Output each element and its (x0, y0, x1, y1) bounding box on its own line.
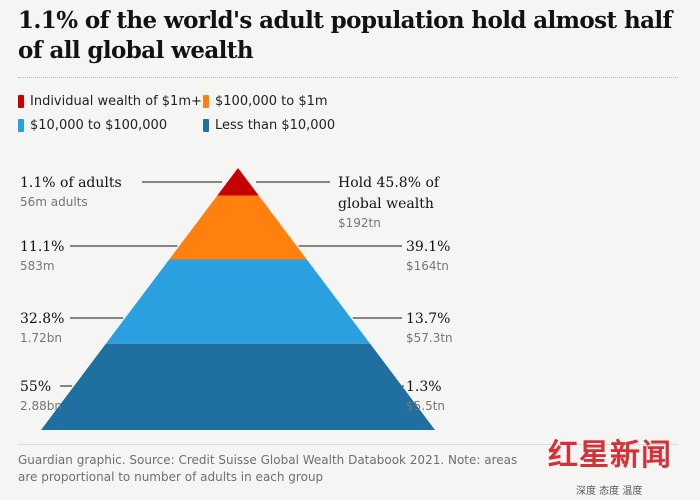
chart-title: 1.1% of the world's adult population hol… (18, 7, 672, 64)
wealth-value-label: $164tn (406, 259, 449, 273)
wealth-share-label: 13.7% (406, 311, 450, 327)
legend-swatch (203, 118, 209, 132)
wealth-value-label: $192tn (338, 216, 381, 230)
pyramid-band-100-000-to-1m (169, 195, 307, 260)
adults-share-label: 32.8% (20, 311, 64, 327)
legend-item-1m-plus: Individual wealth of $1m+ (18, 92, 202, 110)
legend-label: $100,000 to $1m (215, 93, 328, 109)
wealth-share-label: 39.1% (406, 239, 450, 255)
wealth-value-label: $5.5tn (406, 399, 445, 413)
adults-share-label: 1.1% of adults (20, 175, 122, 191)
adults-count-label: 56m adults (20, 195, 88, 209)
pyramid-band-individual-wealth-of-1m (217, 168, 259, 196)
wealth-share-label: 1.3% (406, 379, 442, 395)
watermark-logo: 红星新闻 (548, 438, 672, 473)
pyramid-band-less-than-10-000 (41, 343, 435, 430)
legend-label: Individual wealth of $1m+ (30, 93, 202, 109)
pyramid-band-10-000-to-100-000 (105, 259, 371, 344)
legend-item-10k-100k: $10,000 to $100,000 (18, 116, 167, 134)
watermark: 红星新闻 深度 态度 温度 (548, 430, 696, 497)
wealth-share-label: Hold 45.8% of (338, 175, 441, 191)
wealth-value-label: $57.3tn (406, 331, 453, 345)
adults-count-label: 1.72bn (20, 331, 62, 345)
legend-swatch (18, 118, 24, 132)
legend-label: $10,000 to $100,000 (30, 117, 168, 133)
source-divider (18, 444, 678, 445)
wealth-share-label-cont: global wealth (338, 196, 434, 212)
legend-label: Less than $10,000 (215, 117, 336, 133)
legend-swatch (18, 94, 24, 108)
legend-item-under-10k: Less than $10,000 (203, 116, 335, 134)
title-divider (18, 77, 678, 78)
adults-share-label: 55% (20, 379, 51, 395)
watermark-tagline: 深度 态度 温度 (576, 486, 643, 497)
adults-count-label: 583m (20, 259, 55, 273)
legend-item-100k-1m: $100,000 to $1m (203, 92, 328, 110)
adults-count-label: 2.88bn (20, 399, 62, 413)
adults-share-label: 11.1% (20, 239, 64, 255)
source-note: Guardian graphic. Source: Credit Suisse … (18, 453, 518, 484)
legend-swatch (203, 94, 209, 108)
